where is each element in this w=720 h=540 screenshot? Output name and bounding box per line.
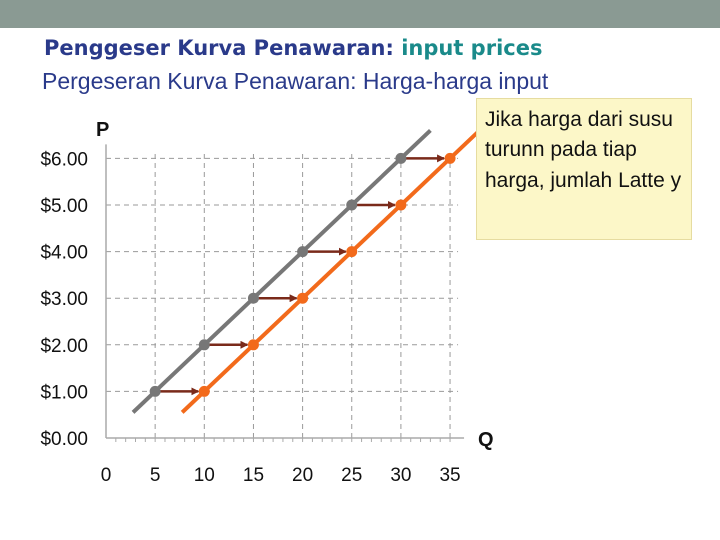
x-tick-label: 25	[341, 465, 362, 486]
data-point-s1	[395, 152, 407, 164]
data-point-s1	[149, 385, 161, 397]
y-tick-label: $6.00	[40, 149, 88, 170]
x-tick-label: 30	[390, 465, 411, 486]
x-tick-label: 0	[101, 465, 112, 486]
data-point-s2	[395, 199, 407, 211]
x-tick-label: 10	[194, 465, 215, 486]
y-tick-label: $5.00	[40, 196, 88, 217]
data-point-s2	[198, 385, 210, 397]
y-axis-label: P	[96, 119, 109, 141]
explanation-note: Jika harga dari susu turunn pada tiap ha…	[476, 98, 692, 240]
x-tick-label: 20	[292, 465, 313, 486]
data-point-s2	[444, 152, 456, 164]
slide-title-accent: input prices	[401, 36, 543, 60]
y-tick-label: $2.00	[40, 336, 88, 357]
y-tick-label: $0.00	[40, 429, 88, 450]
supply-curve-s2	[180, 128, 481, 414]
y-tick-label: $1.00	[40, 382, 88, 403]
data-point-s1	[247, 292, 259, 304]
slide-title: Penggeser Kurva Penawaran: input prices	[44, 36, 542, 60]
data-point-s2	[297, 292, 309, 304]
y-tick-label: $3.00	[40, 289, 88, 310]
y-tick-label: $4.00	[40, 243, 88, 264]
data-point-s1	[198, 339, 210, 351]
data-point-s2	[247, 339, 259, 351]
data-point-s2	[346, 246, 358, 258]
data-point-s1	[297, 246, 309, 258]
data-point-s1	[346, 199, 358, 211]
x-axis-label: Q	[478, 429, 494, 451]
slide-subtitle: Pergeseran Kurva Penawaran: Harga-harga …	[42, 68, 549, 94]
supply-curve-s1	[131, 128, 432, 414]
x-tick-label: 35	[439, 465, 460, 486]
slide-title-main: Penggeser Kurva Penawaran:	[44, 36, 394, 60]
top-bar	[0, 0, 720, 28]
x-tick-label: 15	[243, 465, 264, 486]
x-tick-label: 5	[150, 465, 161, 486]
